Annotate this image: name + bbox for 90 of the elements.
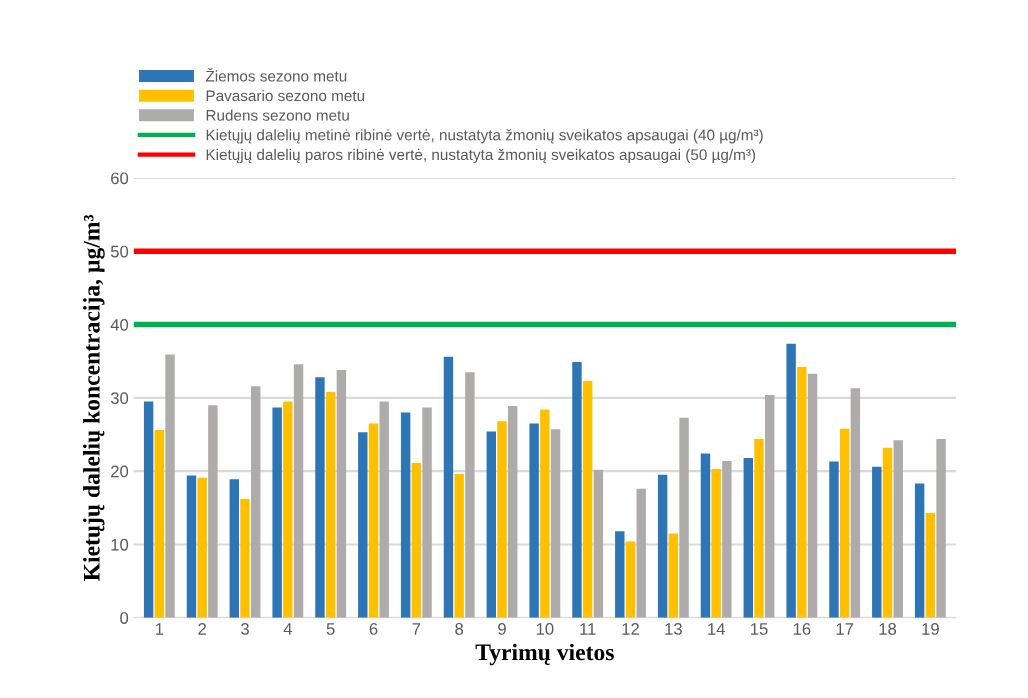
bar	[936, 438, 946, 618]
bar	[786, 343, 796, 618]
bar	[529, 423, 539, 618]
bar	[893, 440, 903, 618]
bar	[379, 401, 389, 618]
bar	[154, 430, 165, 618]
bar	[872, 466, 882, 618]
bar	[358, 432, 368, 618]
bar	[754, 438, 764, 618]
bar	[422, 407, 432, 618]
bar	[722, 460, 732, 618]
x-tick-label: 11	[580, 623, 596, 635]
legend-label: Pavasario sezono metu	[206, 89, 365, 102]
bar	[143, 401, 154, 618]
bar	[229, 479, 240, 618]
bar	[797, 367, 807, 618]
x-tick-label: 7	[412, 623, 421, 635]
x-axis-title: Tyrimų vietos	[475, 643, 614, 666]
y-axis-title: Kietųjų dalelių koncentracija, µg/m³	[83, 214, 105, 581]
bar	[914, 483, 925, 618]
y-tick-label: 40	[110, 318, 129, 331]
x-tick-label: 14	[708, 623, 725, 635]
bar	[882, 447, 893, 618]
legend-label: Kietųjų dalelių metinė ribinė vertė, nustatyta žmonių sveikatos apsaugai (40 µg/m³)	[206, 129, 763, 144]
bar	[411, 463, 422, 618]
bar	[711, 468, 721, 618]
bar	[165, 354, 175, 618]
x-tick-label: 19	[922, 623, 939, 635]
y-tick-label: 0	[120, 612, 129, 624]
x-tick-label: 10	[536, 623, 554, 635]
x-tick-label: 2	[198, 623, 206, 635]
bar	[572, 361, 582, 618]
bar	[636, 488, 646, 618]
x-tick-label: 9	[498, 623, 506, 635]
bar	[743, 457, 754, 618]
bar	[325, 392, 336, 618]
bar	[550, 429, 561, 618]
bar	[465, 372, 475, 618]
x-tick-label: 5	[326, 623, 335, 635]
bar	[829, 461, 839, 618]
bar	[925, 512, 936, 618]
bar	[679, 417, 689, 618]
y-tick-label: 60	[111, 172, 129, 185]
bar	[839, 428, 850, 618]
bar	[582, 381, 593, 618]
bar	[208, 405, 218, 618]
bar	[540, 409, 550, 618]
bar	[186, 475, 197, 618]
x-tick-label: 18	[879, 623, 897, 635]
x-tick-label: 15	[751, 623, 768, 635]
bar	[765, 394, 775, 618]
legend-label: Kietųjų dalelių paros ribinė vertė, nustatyta žmonių sveikatos apsaugai (50 µg/m³)	[206, 148, 756, 164]
bar	[593, 469, 604, 618]
bar	[272, 407, 282, 618]
bar	[454, 474, 464, 618]
x-tick-label: 6	[369, 623, 378, 635]
bar	[625, 541, 636, 618]
bar	[497, 421, 507, 618]
bar	[807, 373, 818, 618]
bar	[668, 533, 679, 618]
y-tick-label: 20	[111, 465, 129, 478]
legend-label: Rudens sezono metu	[206, 109, 349, 121]
y-tick-label: 30	[110, 392, 129, 405]
y-tick-label: 50	[110, 245, 129, 258]
bar	[336, 370, 347, 618]
x-tick-label: 8	[455, 623, 464, 635]
bar	[850, 388, 861, 618]
bar	[615, 531, 625, 618]
bar	[486, 431, 497, 618]
bar	[197, 477, 207, 618]
x-tick-label: 4	[283, 623, 292, 635]
x-tick-label: 16	[793, 623, 811, 635]
x-tick-label: 13	[665, 623, 682, 635]
bar	[283, 401, 293, 618]
bar	[657, 474, 668, 618]
bar	[251, 386, 261, 618]
bar	[315, 377, 325, 618]
x-tick-label: 3	[241, 623, 249, 635]
x-tick-label: 12	[622, 623, 639, 635]
legend-label: Žiemos sezono metu	[205, 68, 347, 82]
bar	[240, 499, 250, 618]
bar	[368, 423, 379, 618]
y-tick-label: 10	[111, 538, 129, 551]
bar	[508, 405, 518, 618]
x-tick-label: 17	[836, 623, 854, 635]
bar	[443, 356, 454, 618]
bar	[400, 412, 411, 618]
x-tick-label: 1	[155, 623, 164, 635]
bar	[293, 364, 304, 618]
bar	[700, 453, 711, 618]
